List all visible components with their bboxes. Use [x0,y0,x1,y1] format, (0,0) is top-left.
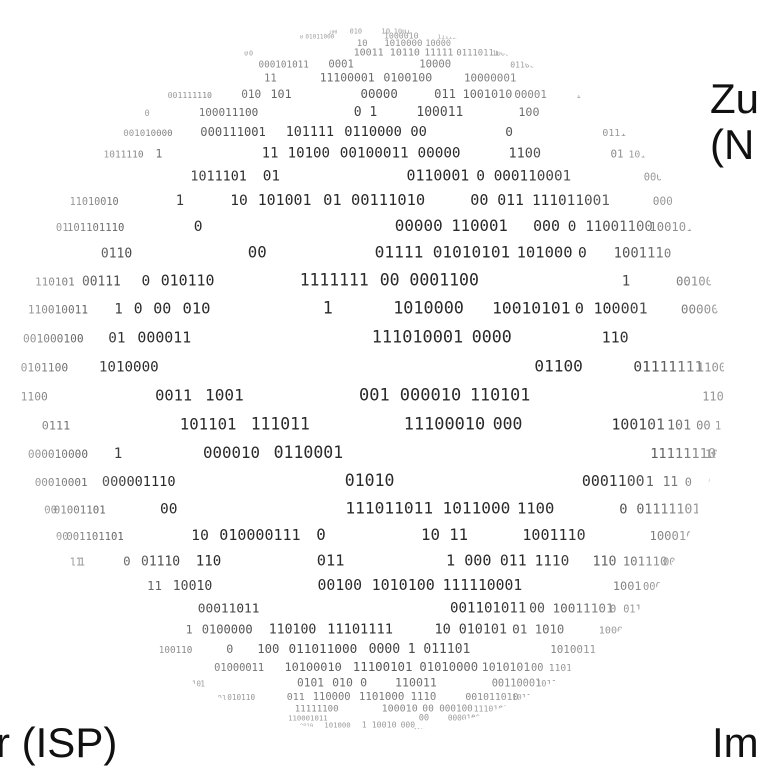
label-bottom-left: r (ISP) [0,719,118,766]
label-top-right-line2: (N [710,121,755,168]
binary-digit-run: 001101100 [472,716,505,723]
binary-digit-run: 1111 [688,531,713,543]
binary-digit-run: 0011111 [500,705,528,713]
label-top-right-line1: Zu [710,75,758,122]
binary-digit-run: 0101111 [708,476,754,489]
label-bottom-right: Im [712,719,758,766]
